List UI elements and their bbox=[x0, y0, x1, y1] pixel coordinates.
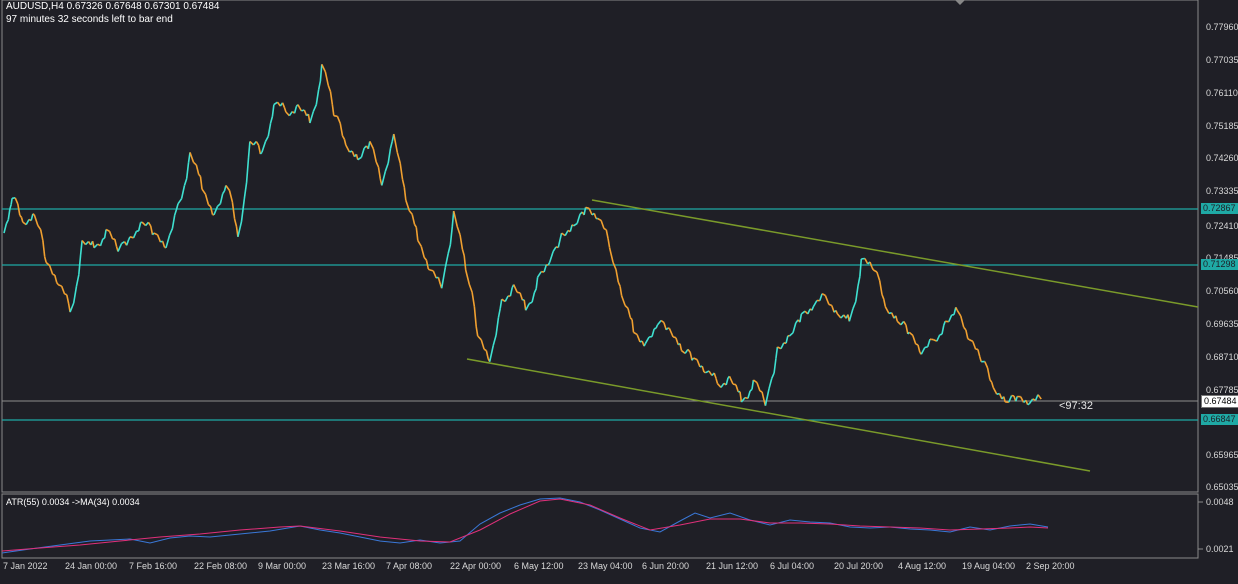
price-segment bbox=[586, 207, 590, 208]
price-segment bbox=[824, 295, 826, 296]
time-axis-label: 7 Feb 16:00 bbox=[129, 561, 177, 571]
price-segment bbox=[733, 384, 736, 385]
price-segment bbox=[65, 294, 67, 295]
time-axis-label: 20 Jul 20:00 bbox=[834, 561, 883, 571]
price-segment bbox=[604, 229, 606, 230]
level-tag-upper: 0.72867 bbox=[1201, 203, 1238, 214]
time-axis-label: 9 Mar 00:00 bbox=[258, 561, 306, 571]
main-panel bbox=[2, 0, 1198, 492]
price-axis-label: 0.77035 bbox=[1206, 55, 1238, 65]
bar-countdown: <97:32 bbox=[1059, 400, 1093, 412]
bar-timer-info: 97 minutes 32 seconds left to bar end bbox=[6, 14, 173, 25]
symbol-info: AUDUSD,H4 0.67326 0.67648 0.67301 0.6748… bbox=[6, 1, 220, 12]
current-price-tag: 0.67484 bbox=[1201, 395, 1238, 408]
price-axis-label: 0.76110 bbox=[1206, 88, 1238, 98]
time-axis-label: 4 Aug 12:00 bbox=[898, 561, 946, 571]
price-segment bbox=[33, 214, 34, 215]
price-axis-label: 0.72410 bbox=[1206, 221, 1238, 231]
price-axis-label: 0.67785 bbox=[1206, 385, 1238, 395]
time-axis-label: 23 May 04:00 bbox=[578, 561, 633, 571]
price-axis-label: 0.69635 bbox=[1206, 319, 1238, 329]
price-segment bbox=[822, 294, 824, 295]
time-axis-label: 19 Aug 04:00 bbox=[962, 561, 1015, 571]
time-axis-label: 6 May 12:00 bbox=[514, 561, 564, 571]
time-axis-label: 22 Feb 08:00 bbox=[194, 561, 247, 571]
price-axis-label: 0.68710 bbox=[1206, 352, 1238, 362]
price-segment bbox=[916, 344, 918, 345]
indicator-axis-label: 0.0048 bbox=[1206, 497, 1234, 507]
price-segment bbox=[103, 238, 105, 239]
indicator-panel bbox=[2, 494, 1198, 558]
price-segment bbox=[53, 274, 55, 275]
price-segment bbox=[940, 334, 942, 335]
price-axis-label: 0.70560 bbox=[1206, 286, 1238, 296]
price-segment bbox=[668, 328, 669, 329]
price-axis-label: 0.65035 bbox=[1206, 482, 1238, 492]
price-segment bbox=[760, 391, 762, 392]
time-axis-label: 7 Jan 2022 bbox=[3, 561, 48, 571]
time-axis-label: 2 Sep 20:00 bbox=[1026, 561, 1075, 571]
price-segment bbox=[153, 233, 155, 235]
time-axis-label: 22 Apr 00:00 bbox=[450, 561, 501, 571]
time-axis-label: 7 Apr 08:00 bbox=[386, 561, 432, 571]
time-axis-label: 6 Jun 20:00 bbox=[642, 561, 689, 571]
price-segment bbox=[968, 339, 969, 340]
time-axis-label: 21 Jun 12:00 bbox=[706, 561, 758, 571]
price-axis-label: 0.77960 bbox=[1206, 22, 1238, 32]
price-segment bbox=[517, 292, 520, 293]
price-axis-label: 0.74260 bbox=[1206, 153, 1238, 163]
price-axis-label: 0.65965 bbox=[1206, 450, 1238, 460]
atr-indicator-label: ATR(55) 0.0034 ->MA(34) 0.0034 bbox=[6, 497, 140, 507]
price-segment bbox=[925, 347, 928, 348]
price-segment bbox=[11, 198, 12, 205]
time-axis-label: 23 Mar 16:00 bbox=[322, 561, 375, 571]
price-segment bbox=[654, 328, 656, 329]
price-segment bbox=[1028, 404, 1030, 405]
price-segment bbox=[673, 337, 676, 338]
price-segment bbox=[334, 116, 338, 117]
time-axis-label: 24 Jan 00:00 bbox=[65, 561, 117, 571]
price-axis-label: 0.73335 bbox=[1206, 186, 1238, 196]
level-tag-lower: 0.66847 bbox=[1201, 414, 1238, 425]
price-axis-label: 0.75185 bbox=[1206, 121, 1238, 131]
price-segment bbox=[430, 270, 434, 271]
price-segment bbox=[260, 152, 262, 154]
price-segment bbox=[428, 269, 429, 270]
level-tag-middle: 0.71298 bbox=[1201, 259, 1238, 270]
price-segment bbox=[829, 304, 832, 305]
indicator-axis-label: 0.0021 bbox=[1206, 544, 1234, 554]
price-segment bbox=[136, 231, 138, 232]
time-axis-label: 6 Jul 04:00 bbox=[770, 561, 814, 571]
